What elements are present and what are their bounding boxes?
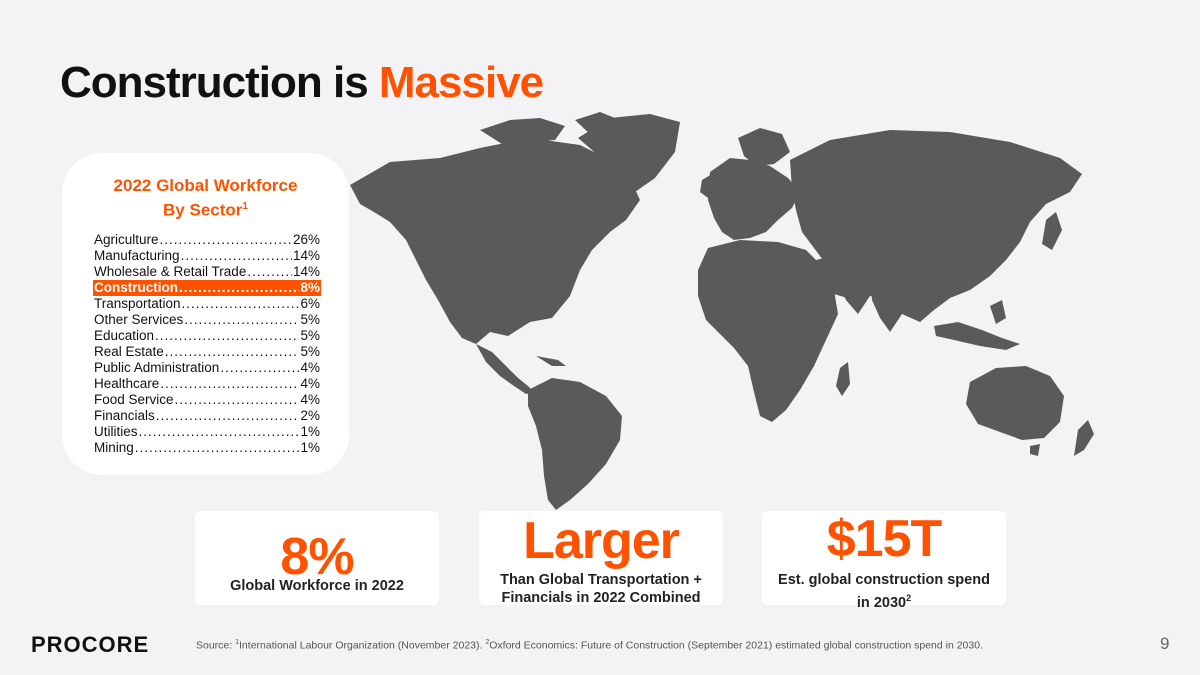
greenland-shape [578,114,680,192]
australia-shape [966,366,1064,440]
sector-row: Public Administration 4% [93,360,321,376]
sector-row-highlighted: Construction 8% [93,280,321,296]
leader-dots [139,424,300,440]
africa-shape [698,240,838,422]
leader-dots [182,296,300,312]
sector-label: Other Services [94,312,184,327]
leader-dots [135,440,300,456]
sector-value: 4% [300,360,320,375]
leader-dots [175,392,300,408]
leader-dots [156,408,300,424]
sector-label: Food Service [94,392,174,407]
stat-desc-line1: Est. global construction spend [778,572,990,588]
card-title-footnote: 1 [242,201,248,212]
stat-description: Est. global construction spend in 20302 [762,571,1006,612]
stat-footnote: 2 [906,593,912,603]
sector-value: 14% [292,264,320,279]
stat-desc-line2: Financials in 2022 Combined [501,590,701,606]
sector-label: Construction [94,280,178,295]
sector-label: Healthcare [94,376,160,391]
south-america-shape [528,378,622,510]
sector-label: Real Estate [94,344,164,359]
sector-value: 2% [300,408,320,423]
source-note: Source: 1International Labour Organizati… [196,639,983,652]
sector-value: 5% [300,344,320,359]
sector-value: 5% [300,328,320,343]
source-text-2: Oxford Economics: Future of Construction… [489,639,983,652]
north-america-shape [350,138,640,344]
sector-value: 8% [300,280,320,295]
sector-row: Education 5% [93,328,321,344]
sector-row: Utilities 1% [93,424,321,440]
title-main: Construction is [60,58,379,107]
sector-value: 26% [292,232,320,247]
title-accent: Massive [378,58,544,107]
slide-title: Construction is Massive [60,58,544,108]
sector-label: Wholesale & Retail Trade [94,264,247,279]
sector-row: Financials 2% [93,408,321,424]
stat-big-value: Larger [523,512,680,570]
leader-dots [220,360,299,376]
stat-description: Global Workforce in 2022 [230,578,404,594]
stat-card-workforce: 8% Global Workforce in 2022 [195,511,439,605]
stat-big-value: $15T [826,510,943,568]
europe-shape [708,158,800,240]
leader-dots [165,344,300,360]
sector-label: Education [94,328,155,343]
leader-dots [155,328,299,344]
sector-label: Transportation [94,296,181,311]
sector-row: Food Service 4% [93,392,321,408]
sector-row: Agriculture 26% [93,232,321,248]
stat-desc-line1: Than Global Transportation + [500,572,702,588]
sector-list: Agriculture26%Manufacturing14%Wholesale … [93,232,321,456]
sector-value: 1% [300,424,320,439]
leader-dots [247,264,292,280]
sector-value: 4% [300,376,320,391]
sector-value: 5% [300,312,320,327]
leader-dots [181,248,292,264]
card-title-line2: By Sector [163,200,243,220]
sector-value: 4% [300,392,320,407]
stat-card-larger: Larger Than Global Transportation + Fina… [479,511,723,607]
sector-value: 14% [292,248,320,263]
leader-dots [179,280,299,296]
world-map-image [350,112,1094,510]
workforce-card-title: 2022 Global Workforce By Sector1 [62,175,349,221]
sector-row: Wholesale & Retail Trade 14% [93,264,321,280]
sector-row: Other Services 5% [93,312,321,328]
leader-dots [184,312,299,328]
sector-value: 6% [300,296,320,311]
card-title-line1: 2022 Global Workforce [113,176,298,195]
stat-desc-line2: in 2030 [856,594,907,611]
sector-row: Mining 1% [93,440,321,456]
sector-row: Manufacturing 14% [93,248,321,264]
stat-big-value: 8% [280,528,354,586]
sector-row: Transportation 6% [93,296,321,312]
sector-label: Public Administration [94,360,220,375]
sector-label: Agriculture [94,232,159,247]
leader-dots [160,232,292,248]
stat-card-spend: $15T Est. global construction spend in 2… [762,510,1006,611]
leader-dots [160,376,299,392]
procore-logo: PROCORE [31,632,150,657]
sector-label: Utilities [94,424,138,439]
sector-row: Healthcare 4% [93,376,321,392]
sector-row: Real Estate 5% [93,344,321,360]
stat-description: Than Global Transportation + Financials … [479,571,723,607]
source-text-1: International Labour Organization (Novem… [239,639,486,652]
source-footnote-1: 1 [235,639,240,646]
page-number: 9 [1160,634,1170,653]
sector-label: Manufacturing [94,248,180,263]
sector-label: Mining [94,440,134,455]
sector-value: 1% [300,440,320,455]
workforce-by-sector-card: 2022 Global Workforce By Sector1 Agricul… [62,153,349,475]
sector-label: Financials [94,408,155,423]
source-footnote-2: 2 [485,639,490,646]
source-prefix: Source: [196,639,236,652]
